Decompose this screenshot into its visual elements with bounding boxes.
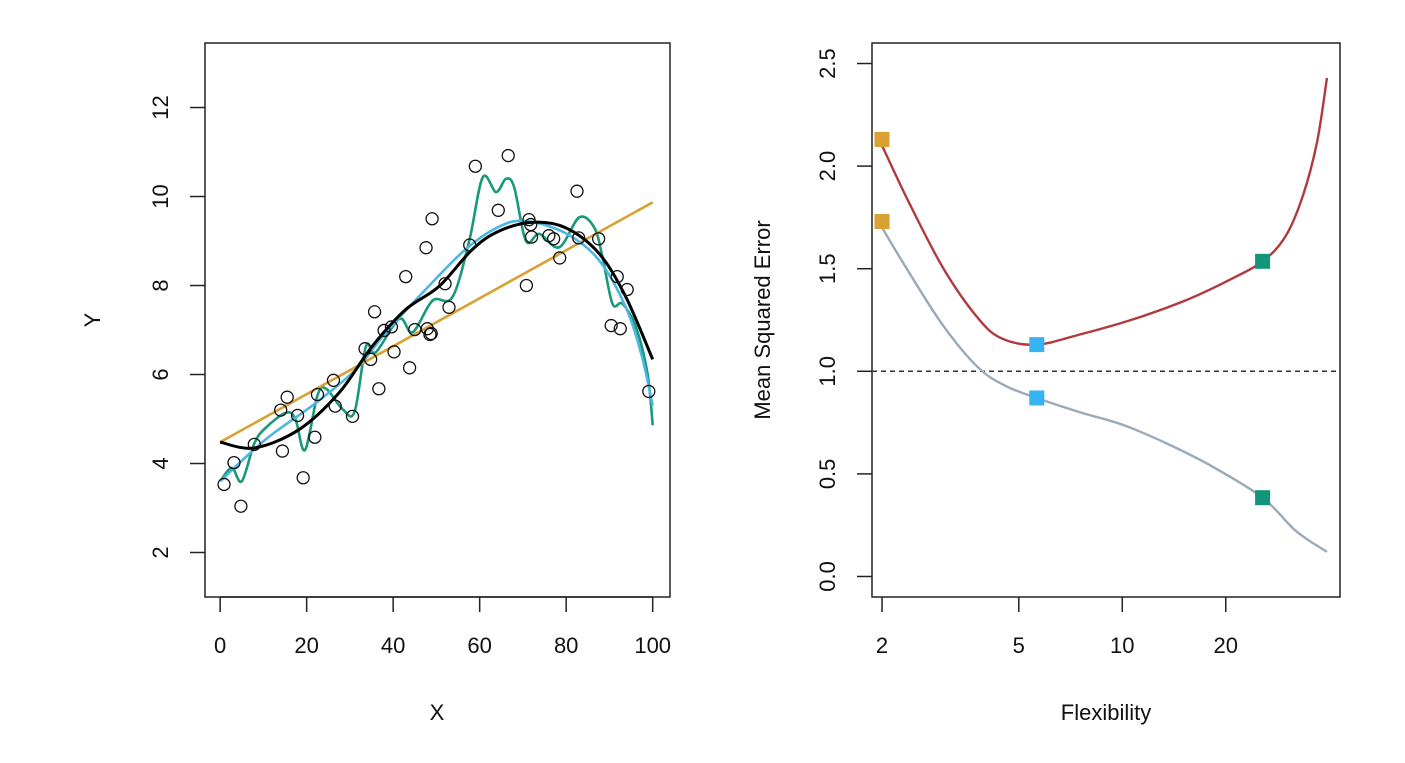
data-point xyxy=(591,232,606,246)
series-line-true-function xyxy=(219,220,655,450)
data-point xyxy=(227,455,241,470)
data-point xyxy=(387,345,401,359)
data-point xyxy=(620,282,634,297)
y-tick-label: 8 xyxy=(148,279,173,291)
data-point xyxy=(604,318,618,333)
data-point xyxy=(247,437,261,452)
data-point xyxy=(570,184,584,198)
data-point xyxy=(463,238,477,252)
x-tick-label: 40 xyxy=(381,633,405,658)
marker-linear-train xyxy=(874,214,890,230)
data-point xyxy=(377,323,391,338)
data-point xyxy=(326,373,341,387)
data-point xyxy=(420,322,434,336)
series-line-smoothing-spline-moderate xyxy=(219,219,654,483)
data-point xyxy=(345,409,360,423)
left-panel-fit-plot: 0 20 40 60 80 100 2 4 6 8 10 12 X Y xyxy=(80,42,671,725)
y-axis-label: Y xyxy=(80,312,105,327)
data-point xyxy=(275,444,290,458)
data-point xyxy=(290,408,305,423)
data-point xyxy=(296,471,310,485)
data-point xyxy=(372,382,386,396)
marker-flexible-train xyxy=(1255,490,1271,506)
plot-frame xyxy=(204,42,671,598)
data-point xyxy=(423,327,437,342)
data-point xyxy=(280,390,294,404)
x-tick-label: 20 xyxy=(1213,633,1237,658)
marker-moderate-train xyxy=(1029,390,1045,406)
y-tick-label: 12 xyxy=(148,95,173,119)
y-tick-label: 2.5 xyxy=(815,48,840,79)
data-point xyxy=(310,387,325,402)
x-tick-label: 60 xyxy=(467,633,491,658)
x-tick-label: 100 xyxy=(634,633,671,658)
data-point xyxy=(384,320,399,334)
x-tick-label: 20 xyxy=(294,633,318,658)
y-tick-label: 0.0 xyxy=(815,561,840,592)
data-point xyxy=(274,403,288,417)
data-point xyxy=(572,231,586,245)
data-point xyxy=(501,148,515,163)
data-point xyxy=(424,326,438,341)
data-point xyxy=(491,203,505,217)
data-point xyxy=(234,499,248,513)
x-tick-label: 5 xyxy=(1013,633,1025,658)
series-line-smoothing-spline-flexible xyxy=(219,174,654,484)
data-point xyxy=(642,384,656,399)
data-point xyxy=(419,241,433,255)
x-axis-label: Flexibility xyxy=(1061,700,1151,725)
data-point xyxy=(425,212,439,226)
data-point xyxy=(308,430,322,444)
data-point xyxy=(367,305,382,319)
data-point xyxy=(519,278,534,293)
marker-moderate-test xyxy=(1029,337,1045,353)
x-tick-label: 2 xyxy=(876,633,888,658)
right-panel-mse-plot: 2 5 10 20 0.0 0.5 1.0 1.5 2.0 2.5 Flexibility Mean … xyxy=(750,42,1341,725)
marker-flexible-test xyxy=(1255,253,1271,269)
data-point xyxy=(438,277,452,291)
y-tick-label: 4 xyxy=(148,457,173,469)
y-tick-label: 1.0 xyxy=(815,356,840,387)
data-point xyxy=(217,477,231,492)
series-line-test-mse xyxy=(880,77,1329,346)
data-point xyxy=(358,342,372,356)
data-point xyxy=(613,322,627,336)
y-tick-label: 0.5 xyxy=(815,459,840,490)
data-point xyxy=(328,399,342,413)
x-tick-label: 10 xyxy=(1110,633,1134,658)
data-point xyxy=(524,230,539,244)
y-tick-label: 2 xyxy=(148,546,173,558)
data-point xyxy=(402,361,417,375)
x-tick-label: 80 xyxy=(554,633,578,658)
x-axis-label: X xyxy=(430,700,445,725)
y-tick-label: 2.0 xyxy=(815,151,840,182)
y-tick-label: 10 xyxy=(148,184,173,208)
data-point xyxy=(399,269,413,284)
y-tick-label: 1.5 xyxy=(815,253,840,284)
data-point xyxy=(553,251,567,265)
data-point xyxy=(442,300,456,314)
data-point xyxy=(546,232,561,246)
data-point xyxy=(468,159,482,173)
y-axis-label: Mean Squared Error xyxy=(750,220,775,419)
x-tick-label: 0 xyxy=(214,633,226,658)
y-tick-label: 6 xyxy=(148,368,173,380)
data-point xyxy=(364,352,378,367)
marker-linear-test xyxy=(874,131,890,147)
plot-frame xyxy=(871,42,1341,598)
data-point xyxy=(610,269,624,284)
